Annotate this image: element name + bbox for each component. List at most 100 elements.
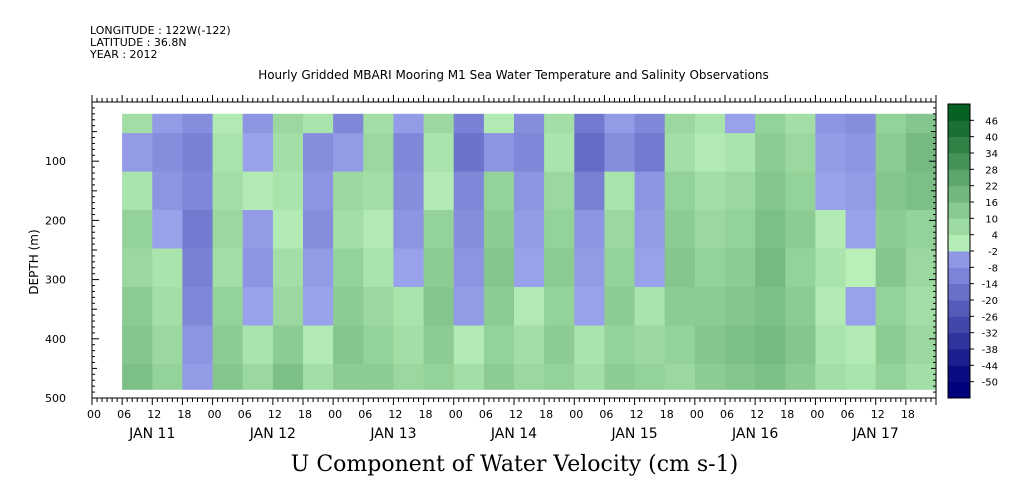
heatmap-cell [483, 113, 515, 134]
x-hour-label: 12 [268, 408, 282, 421]
heatmap-cell [393, 210, 425, 250]
heatmap-cell [604, 210, 636, 250]
heatmap-cell [212, 113, 244, 134]
heatmap-cell [272, 113, 304, 134]
x-hour-label: 18 [780, 408, 794, 421]
heatmap-cell [122, 287, 153, 327]
heatmap-cell [574, 113, 605, 134]
heatmap-cell [574, 325, 605, 365]
colorbar-swatch [948, 234, 970, 252]
heatmap-cell [725, 210, 756, 250]
heatmap-cell [694, 248, 726, 288]
heatmap-cell [152, 325, 183, 365]
colorbar-label: -14 [982, 280, 998, 291]
x-hour-label: 12 [509, 408, 523, 421]
heatmap-cell [303, 287, 334, 327]
colorbar-label: -2 [988, 247, 998, 258]
heatmap-cell [634, 287, 666, 327]
x-hour-label: 06 [599, 408, 613, 421]
x-hour-label: 06 [841, 408, 855, 421]
heatmap-cell [875, 325, 907, 365]
heatmap-cell [453, 325, 485, 365]
heatmap-cell [182, 171, 214, 211]
x-day-label: JAN 11 [128, 426, 175, 442]
heatmap-cell [483, 325, 515, 365]
heatmap-cell [363, 210, 394, 250]
heatmap-cell [182, 113, 214, 134]
heatmap-cell [755, 113, 786, 134]
heatmap-cell [182, 210, 214, 250]
heatmap-cell [755, 364, 786, 390]
heatmap-cell [875, 133, 907, 173]
heatmap-cell [333, 113, 364, 134]
heatmap-cell [483, 287, 515, 327]
colorbar-label: 16 [985, 198, 998, 209]
heatmap-cell [664, 113, 696, 134]
x-hour-label: 18 [298, 408, 312, 421]
heatmap-cell [845, 287, 877, 327]
heatmap-cell [544, 248, 575, 288]
colorbar-swatch [948, 316, 970, 334]
heatmap-cell [272, 171, 304, 211]
heatmap-cell [544, 171, 575, 211]
x-hour-label: 12 [871, 408, 885, 421]
heatmap-cell [845, 113, 877, 134]
heatmap-cell [694, 113, 726, 134]
heatmap-cell [785, 133, 816, 173]
heatmap-cell [694, 325, 726, 365]
heatmap-cell [845, 325, 877, 365]
heatmap-cell [574, 364, 605, 390]
x-hour-label: 00 [690, 408, 704, 421]
heatmap-cell [393, 364, 425, 390]
heatmap-cell [785, 364, 816, 390]
x-day-label: JAN 16 [731, 426, 778, 442]
heatmap-cell [333, 210, 364, 250]
heatmap-cell [303, 210, 334, 250]
heatmap-cell [574, 287, 605, 327]
heatmap-cell [242, 210, 274, 250]
x-day-label: JAN 15 [610, 426, 657, 442]
x-axis-title: U Component of Water Velocity (cm s-1) [290, 452, 739, 477]
heatmap-cell [815, 287, 847, 327]
heatmap-cell [785, 248, 816, 288]
heatmap-cell [694, 171, 726, 211]
heatmap-cell [845, 364, 877, 390]
heatmap-cell [423, 287, 455, 327]
heatmap-cell [303, 113, 334, 134]
heatmap-cell [604, 325, 636, 365]
heatmap-cell [423, 325, 455, 365]
heatmap-cell [725, 171, 756, 211]
colorbar-swatch [948, 349, 970, 366]
y-tick-label: 400 [45, 333, 66, 346]
heatmap-cell [664, 287, 696, 327]
heatmap-cell [453, 248, 485, 288]
colorbar-swatch [948, 365, 970, 383]
heatmap-cell [242, 113, 274, 134]
heatmap-cell [544, 287, 575, 327]
heatmap-cell [423, 248, 455, 288]
heatmap-cell [272, 325, 304, 365]
x-hour-label: 06 [479, 408, 493, 421]
heatmap-cell [393, 133, 425, 173]
heatmap-cell [725, 133, 756, 173]
heatmap-cell [574, 133, 605, 173]
heatmap-cell [905, 133, 937, 173]
heatmap-cell [875, 210, 907, 250]
heatmap-cell [815, 171, 847, 211]
heatmap-cell [423, 364, 455, 390]
heatmap-cell [122, 113, 153, 134]
heatmap-cell [664, 133, 696, 173]
heatmap-cell [664, 248, 696, 288]
colorbar-label: -32 [982, 329, 998, 340]
heatmap-cell [393, 325, 425, 365]
heatmap-cell [212, 248, 244, 288]
heatmap-cell [604, 113, 636, 134]
heatmap-cell [152, 171, 183, 211]
heatmap-cell [544, 364, 575, 390]
heatmap-cell [242, 171, 274, 211]
colorbar-swatch [948, 185, 970, 203]
heatmap-cell [483, 248, 515, 288]
heatmap-cell [634, 325, 666, 365]
x-hour-label: 06 [238, 408, 252, 421]
colorbar-swatch [948, 104, 970, 121]
